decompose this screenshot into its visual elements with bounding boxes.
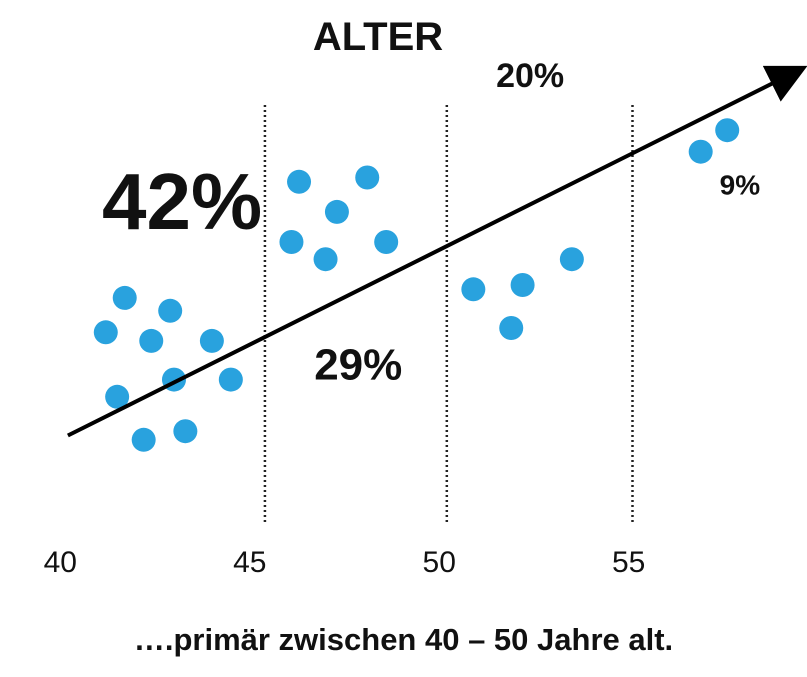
age-group-dividers [263, 105, 634, 522]
data-point-17 [461, 277, 486, 302]
chart-caption: ….primär zwischen 40 – 50 Jahre alt. [133, 622, 674, 657]
data-point-19 [499, 316, 524, 340]
data-point-20 [559, 247, 584, 272]
data-point-4 [139, 328, 164, 353]
data-point-10 [173, 419, 198, 444]
data-point-16 [374, 230, 399, 254]
chart-title: ALTER [313, 15, 443, 59]
data-point-9 [131, 427, 156, 452]
data-point-5 [199, 328, 224, 353]
x-tick-label-40: 40 [44, 546, 77, 579]
annotation-3: 20% [496, 57, 564, 95]
data-point-21 [688, 139, 713, 164]
annotation-4: 9% [720, 170, 761, 201]
data-point-15 [313, 247, 338, 272]
data-point-22 [715, 118, 740, 143]
x-tick-label-50: 50 [423, 546, 456, 579]
annotation-1: 42% [102, 157, 262, 246]
x-tick-label-55: 55 [612, 546, 645, 579]
data-point-6 [105, 384, 130, 409]
trend-arrow-group [66, 65, 807, 438]
data-point-14 [279, 230, 304, 254]
data-point-1 [112, 285, 137, 310]
data-point-13 [324, 199, 349, 224]
x-axis-ticks: 40 45 50 55 [44, 546, 646, 579]
age-scatter-chart: ALTER 42% 29% 20% 9% 40 45 50 55 [44, 15, 807, 579]
x-tick-label-45: 45 [233, 546, 266, 579]
data-point-12 [355, 165, 380, 190]
data-point-18 [510, 273, 535, 297]
data-point-8 [218, 367, 243, 392]
data-point-2 [158, 298, 183, 323]
trend-arrow [66, 65, 807, 438]
data-point-11 [287, 169, 312, 194]
percentage-annotations: 42% 29% 20% 9% [102, 57, 760, 389]
data-point-3 [93, 320, 118, 345]
annotation-2: 29% [314, 341, 402, 390]
